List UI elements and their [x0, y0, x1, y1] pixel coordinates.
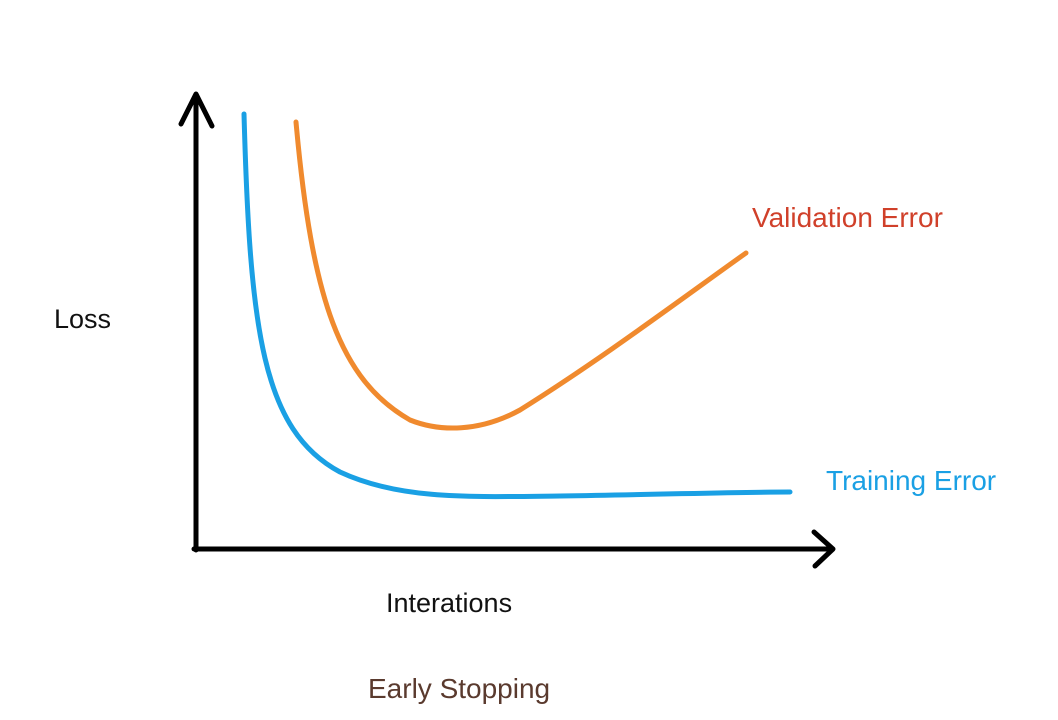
y-axis-label: Loss: [54, 304, 111, 334]
chart-caption: Early Stopping: [368, 673, 550, 704]
x-axis-label: Interations: [386, 588, 512, 618]
axes: [178, 91, 836, 569]
training-error-curve: [241, 111, 793, 500]
x-axis-arrowhead: [811, 529, 836, 569]
y-axis-arrowhead: [178, 91, 215, 129]
training-error-label: Training Error: [826, 465, 996, 496]
validation-error-curve: [293, 119, 749, 431]
validation-error-label: Validation Error: [752, 202, 943, 233]
